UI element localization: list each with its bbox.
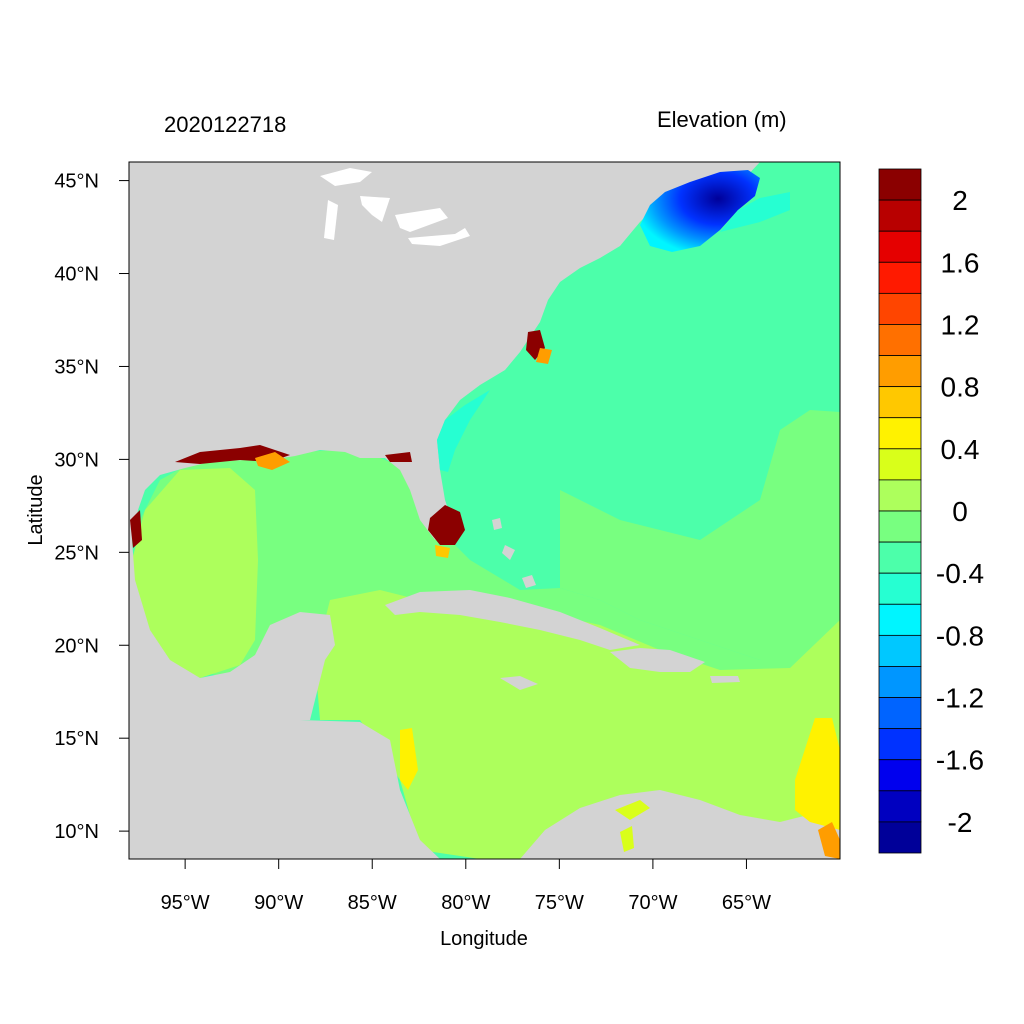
colorbar-swatch [878, 821, 922, 854]
antilles-high [795, 718, 840, 830]
land-hispaniola [610, 648, 705, 672]
variable-label: Elevation (m) [657, 107, 787, 132]
land-puerto-rico [710, 676, 740, 683]
y-tick-label: 25°N [54, 542, 99, 564]
venezuela-gulf [615, 800, 650, 852]
maine-shelf [720, 192, 790, 232]
colorbar-label: 2 [952, 185, 968, 216]
colorbar-label: -1.6 [936, 745, 984, 776]
x-tick-label: 70°W [628, 892, 677, 914]
florida-keys-high [435, 545, 450, 558]
colorbar-label: -0.4 [936, 558, 984, 589]
colorbar-swatch [878, 448, 922, 481]
southeast-shelf [437, 390, 490, 472]
colorbar-swatch [878, 759, 922, 792]
x-tick-label: 80°W [441, 892, 490, 914]
y-tick-label: 30°N [54, 449, 99, 471]
y-tick-label: 40°N [54, 264, 99, 286]
y-axis-title: Latitude [25, 474, 47, 545]
colorbar-swatch [878, 541, 922, 574]
colorbar [878, 168, 922, 854]
colorbar-label: -0.8 [936, 620, 984, 651]
colorbar-swatch [878, 572, 922, 605]
y-tick-label: 35°N [54, 356, 99, 378]
great-lakes [320, 168, 470, 246]
colorbar-label: 0 [952, 496, 968, 527]
colorbar-swatch [878, 292, 922, 325]
caribbean-sea [315, 590, 840, 859]
colorbar-swatch [878, 324, 922, 356]
colorbar-label: 0.4 [941, 434, 980, 465]
colorbar-swatch [878, 355, 922, 388]
colorbar-swatch [878, 666, 922, 698]
colorbar-swatch [878, 230, 922, 263]
x-axis-ticks: 95°W 90°W 85°W 80°W 75°W 70°W 65°W [161, 859, 771, 914]
y-axis-ticks: 45°N 40°N 35°N 30°N 25°N 20°N 15°N 10°N [54, 171, 129, 843]
land-cuba [385, 590, 640, 650]
panhandle-high-water [385, 452, 412, 462]
y-tick-label: 15°N [54, 728, 99, 750]
yucatan-high [400, 728, 418, 790]
x-tick-label: 75°W [535, 892, 584, 914]
colorbar-swatch [878, 634, 922, 667]
colorbar-swatch [878, 728, 922, 761]
colorbar-label: 1.6 [941, 247, 980, 278]
colorbar-labels: 2 1.6 1.2 0.8 0.4 0 -0.4 -0.8 -1.2 -1.6 -2 [936, 185, 984, 838]
colorbar-swatch [878, 510, 922, 543]
western-gulf [132, 468, 258, 678]
colorbar-label: 1.2 [941, 309, 980, 340]
plot-frame [128, 161, 841, 860]
colorbar-swatch [878, 168, 922, 201]
colorbar-swatch [878, 199, 922, 232]
land-south-america [520, 790, 840, 859]
x-tick-label: 90°W [254, 892, 303, 914]
land-bahamas [492, 518, 536, 588]
texas-high-water [130, 510, 142, 548]
colorbar-swatch [878, 603, 922, 636]
colorbar-label: -2 [948, 807, 973, 838]
colorbar-swatch [878, 261, 922, 294]
colorbar-label: -1.2 [936, 683, 984, 714]
colorbar-swatch [878, 386, 922, 419]
x-tick-label: 95°W [161, 892, 210, 914]
x-tick-label: 65°W [722, 892, 771, 914]
florida-high-water [428, 505, 465, 545]
gulf-of-maine-depression [640, 170, 760, 252]
x-tick-label: 85°W [348, 892, 397, 914]
atlantic-southeast [560, 410, 840, 660]
date-stamp: 2020122718 [164, 112, 287, 137]
louisiana-orange [255, 452, 290, 470]
colorbar-swatch [878, 790, 922, 823]
land-jamaica [500, 676, 538, 690]
colorbar-swatch [878, 697, 922, 730]
y-tick-label: 20°N [54, 635, 99, 657]
x-axis-title: Longitude [440, 928, 528, 950]
outer-banks-edge [536, 348, 552, 364]
y-tick-label: 10°N [54, 821, 99, 843]
colorbar-label: 0.8 [941, 372, 980, 403]
colorbar-swatch [878, 479, 922, 512]
colorbar-swatch [878, 417, 922, 450]
trinidad-orange [818, 822, 840, 859]
y-tick-label: 45°N [54, 171, 99, 193]
